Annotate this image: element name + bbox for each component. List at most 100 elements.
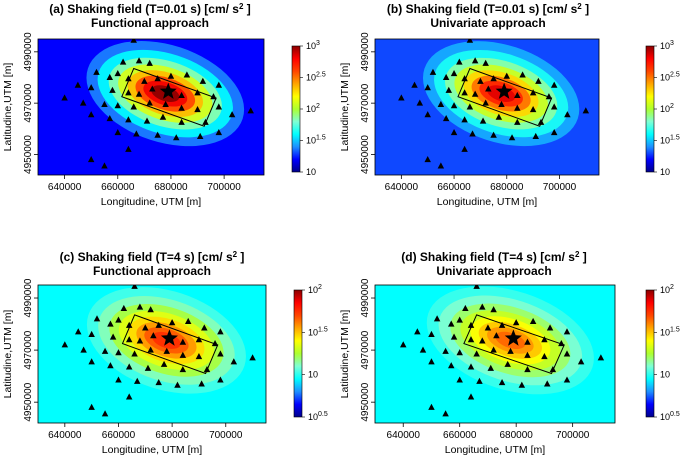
station-marker (101, 162, 108, 169)
station-marker (119, 58, 127, 65)
station-marker (467, 336, 475, 343)
colorbar-tick-base: 10 (308, 285, 318, 295)
station-marker (577, 358, 585, 365)
station-marker (398, 94, 405, 101)
colorbar-tick-base: 10 (306, 73, 316, 83)
station-marker (490, 75, 497, 82)
x-tick-label: 680000 (154, 182, 188, 193)
station-marker (125, 336, 133, 343)
station-marker (155, 379, 162, 386)
y-axis-label: Latitudine,UTM [m] (2, 310, 14, 399)
station-marker (74, 328, 82, 335)
station-marker (466, 39, 474, 43)
colorbar-tick-label: 103 (306, 40, 320, 51)
station-marker (228, 111, 236, 118)
station-marker (125, 89, 132, 96)
station-marker (462, 304, 469, 311)
colorbar-tick-label: 101.5 (660, 326, 680, 337)
station-marker (194, 89, 201, 96)
station-marker (178, 91, 185, 98)
colorbar-tick-label: 102 (660, 284, 674, 295)
station-marker (529, 89, 537, 96)
subtitle-b: Univariate approach (430, 16, 545, 30)
station-marker (564, 111, 571, 118)
colorbar-d (645, 289, 655, 418)
station-marker (479, 337, 486, 344)
y-tick-label: 4970000 (23, 330, 34, 369)
station-marker (115, 349, 122, 356)
x-tick-label: 680000 (155, 430, 189, 441)
title-line1-c: (c) Shaking field (T=4 s) [cm/ s (60, 250, 233, 264)
station-marker (503, 72, 511, 79)
station-marker (508, 134, 516, 141)
title-c: (c) Shaking field (T=4 s) [cm/ s2 ] (60, 250, 245, 264)
station-marker (541, 353, 548, 360)
panel-c: (c) Shaking field (T=4 s) [cm/ s2 ]Funct… (2, 250, 328, 456)
colorbar-tick-exponent: 2 (670, 103, 674, 110)
colorbar-tick-base: 10 (308, 370, 318, 380)
station-marker (179, 351, 187, 358)
station-marker (144, 364, 152, 371)
x-tick-label: 680000 (490, 182, 524, 193)
y-tick-label: 4970000 (360, 83, 371, 122)
station-marker (490, 306, 497, 313)
colorbar-tick-base: 10 (306, 136, 316, 146)
subtitle-a: Functional approach (91, 16, 209, 30)
station-marker (130, 39, 137, 43)
station-marker (467, 321, 475, 328)
fault-rectangle (457, 67, 553, 127)
station-marker (93, 315, 101, 322)
colorbar-tick-label: 101.5 (306, 135, 326, 146)
colorbar-tick-exponent: 1.5 (670, 135, 680, 142)
station-marker (114, 129, 122, 136)
station-marker (178, 104, 185, 111)
station-marker (87, 84, 95, 91)
y-tick-label: 4950000 (23, 382, 34, 421)
station-marker (447, 320, 455, 327)
station-marker (61, 341, 69, 348)
plot-frame-b (374, 38, 600, 176)
station-marker (498, 379, 506, 386)
station-marker (473, 350, 480, 357)
station-marker (546, 324, 554, 331)
station-marker (597, 354, 605, 361)
y-tick-label: 4990000 (360, 278, 371, 317)
station-marker (87, 111, 95, 118)
station-marker (543, 380, 551, 387)
title-b: (b) Shaking field (T=0.01 s) [cm/ s2 ] (387, 2, 589, 16)
station-marker (184, 317, 192, 324)
colorbar-c (293, 289, 303, 418)
station-marker (109, 333, 117, 340)
plot-frame-a (37, 38, 265, 176)
station-marker (87, 156, 95, 163)
x-tick-label: 660000 (437, 182, 471, 193)
colorbar-tick-base: 10 (660, 73, 670, 83)
station-marker (447, 362, 455, 369)
y-axis-label: Latitudine,UTM [m] (2, 63, 14, 152)
station-marker (215, 129, 223, 136)
station-marker (88, 330, 95, 337)
station-marker (504, 360, 511, 367)
x-tick-label: 700000 (556, 430, 590, 441)
station-marker (473, 285, 480, 289)
station-marker (498, 100, 505, 107)
station-marker (202, 118, 209, 125)
station-marker (437, 162, 445, 169)
station-marker (485, 85, 492, 92)
title-end-c: ] (237, 250, 244, 264)
heatmap-c (38, 285, 266, 423)
colorbar-tick-label: 10 (660, 167, 670, 177)
station-marker (507, 347, 514, 354)
y-tick-label: 4970000 (360, 330, 371, 369)
station-marker (469, 130, 476, 137)
station-marker (199, 77, 207, 84)
station-marker (115, 376, 122, 383)
station-marker (136, 303, 144, 310)
station-marker (467, 393, 475, 400)
station-marker (482, 59, 489, 66)
station-marker (143, 117, 151, 124)
x-axis-label: Longitudine, UTM [m] (102, 444, 202, 456)
station-marker (125, 363, 133, 370)
colorbar-tick-label: 101.5 (660, 135, 680, 146)
station-marker (437, 100, 445, 107)
